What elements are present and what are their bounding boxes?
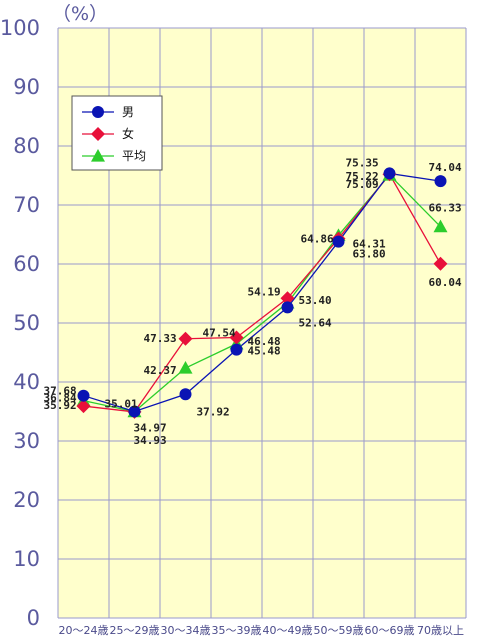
y-tick-label: 20 bbox=[13, 488, 40, 512]
data-label: 74.04 bbox=[429, 161, 462, 174]
data-label: 66.33 bbox=[429, 202, 462, 215]
legend-box bbox=[71, 95, 163, 171]
data-label: 75.09 bbox=[346, 178, 379, 191]
point-triangle bbox=[433, 219, 448, 233]
x-tick-label: 25～29歳 bbox=[110, 624, 160, 637]
unit-label: （%） bbox=[52, 3, 108, 25]
y-tick-label: 30 bbox=[13, 429, 40, 453]
legend-swatch-diamond bbox=[91, 127, 105, 141]
data-label: 46.48 bbox=[248, 335, 281, 348]
data-label: 64.31 bbox=[353, 238, 386, 251]
x-tick-label: 20～24歳 bbox=[59, 624, 109, 637]
point-circle bbox=[128, 405, 141, 418]
data-label: 35.92 bbox=[44, 399, 77, 412]
data-label: 60.04 bbox=[429, 276, 462, 289]
point-circle bbox=[230, 343, 243, 356]
series-markers bbox=[76, 167, 448, 419]
data-label: 34.97 bbox=[134, 422, 167, 435]
y-tick-label: 70 bbox=[13, 193, 40, 217]
data-label: 34.93 bbox=[134, 434, 167, 447]
data-label: 53.40 bbox=[299, 294, 332, 307]
data-label: 54.19 bbox=[248, 285, 281, 298]
x-tick-label: 70歳以上 bbox=[417, 624, 464, 637]
data-label: 52.64 bbox=[299, 316, 332, 329]
legend-swatch-triangle bbox=[91, 149, 105, 162]
data-label: 42.37 bbox=[144, 364, 177, 377]
point-diamond bbox=[76, 399, 91, 414]
point-diamond bbox=[280, 291, 295, 306]
data-label: 63.80 bbox=[353, 248, 386, 261]
point-circle bbox=[332, 235, 345, 248]
point-diamond bbox=[178, 331, 193, 346]
y-tick-label: 100 bbox=[0, 16, 40, 40]
y-tick-label: 40 bbox=[13, 370, 40, 394]
series-lines bbox=[83, 172, 442, 413]
x-tick-label: 50～59歳 bbox=[314, 624, 364, 637]
legend-swatch-circle bbox=[92, 106, 104, 118]
y-tick-label: 60 bbox=[13, 252, 40, 276]
x-tick-label: 35～39歳 bbox=[212, 624, 262, 637]
y-tick-label: 50 bbox=[13, 311, 40, 335]
point-circle bbox=[77, 389, 90, 402]
data-label: 64.86 bbox=[301, 232, 334, 245]
data-label: 35.01 bbox=[105, 397, 138, 410]
point-diamond bbox=[229, 330, 244, 345]
data-label: 45.48 bbox=[248, 345, 281, 358]
data-label: 36.84 bbox=[44, 392, 77, 405]
point-circle bbox=[179, 388, 192, 401]
y-tick-label: 0 bbox=[27, 606, 40, 630]
x-tick-label: 60～69歳 bbox=[365, 624, 415, 637]
series-line-circle bbox=[83, 172, 441, 413]
y-tick-label: 10 bbox=[13, 547, 40, 571]
data-label: 75.22 bbox=[346, 170, 379, 183]
legend-label: 男 bbox=[122, 105, 134, 119]
legend-label: 平均 bbox=[122, 149, 146, 163]
legend-label: 女 bbox=[122, 126, 134, 141]
point-triangle bbox=[178, 361, 193, 374]
data-label: 47.33 bbox=[144, 332, 177, 345]
x-tick-label: 30～34歳 bbox=[161, 624, 211, 637]
data-label: 37.92 bbox=[197, 405, 230, 418]
data-label: 75.35 bbox=[346, 156, 379, 169]
y-tick-label: 90 bbox=[13, 75, 40, 99]
y-axis-ticks: 0 10 20 30 40 50 60 70 80 90 100 bbox=[0, 16, 40, 630]
x-axis-ticks: 20～24歳 25～29歳 30～34歳 35～39歳 40～49歳 50～59歳 60～6… bbox=[59, 624, 465, 637]
data-label: 37.68 bbox=[44, 385, 77, 398]
data-label: 47.54 bbox=[203, 327, 236, 340]
y-tick-label: 80 bbox=[13, 134, 40, 158]
point-circle bbox=[383, 167, 396, 180]
point-diamond bbox=[433, 256, 448, 271]
x-tick-label: 40～49歳 bbox=[263, 624, 313, 637]
point-circle bbox=[281, 301, 294, 314]
point-circle bbox=[434, 175, 447, 188]
